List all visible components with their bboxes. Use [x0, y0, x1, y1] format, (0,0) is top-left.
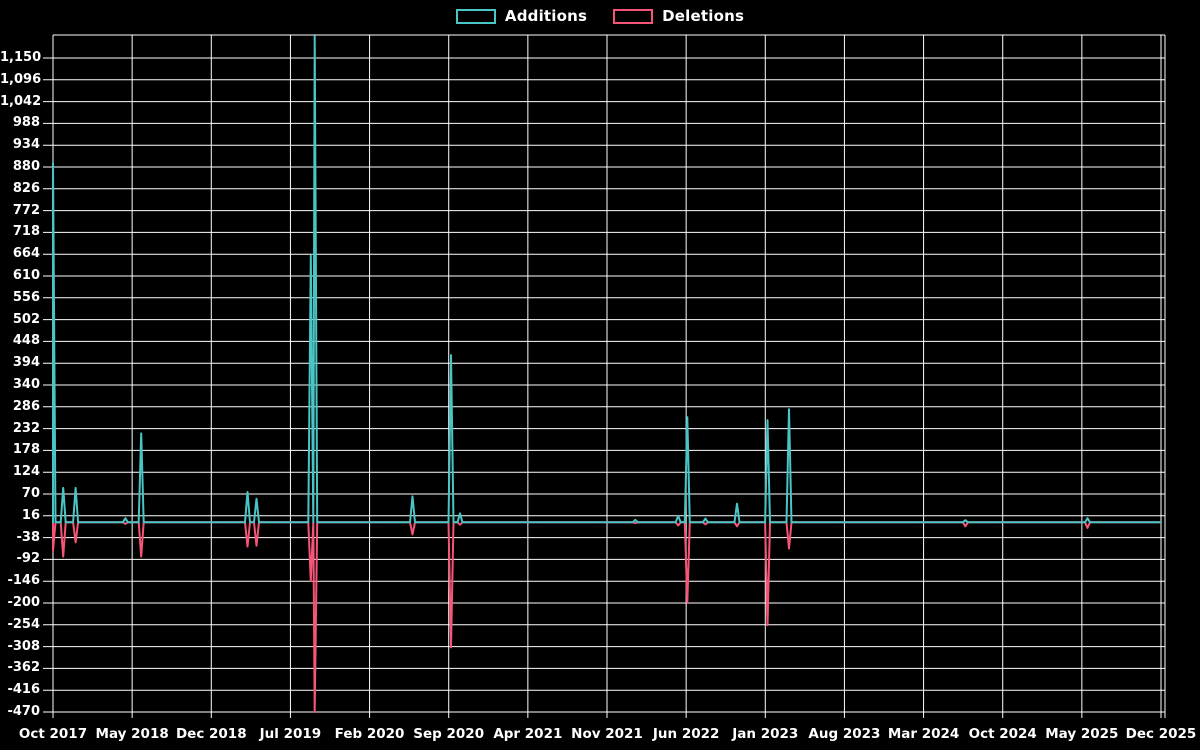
y-tick-label: -200 [7, 595, 40, 610]
y-tick-label: 232 [12, 420, 40, 436]
legend-label-deletions: Deletions [662, 7, 745, 25]
x-tick-label: Aug 2023 [808, 726, 881, 742]
chart-legend: Additions Deletions [0, 7, 1200, 25]
y-tick-label: 1,042 [0, 93, 42, 109]
y-tick-label: 124 [12, 464, 40, 480]
y-tick-label: 178 [12, 442, 40, 458]
y-tick-label: -92 [16, 551, 41, 567]
y-tick-label: 718 [12, 224, 40, 240]
grid-lines [43, 34, 1166, 718]
y-tick-label: 610 [12, 268, 40, 283]
y-tick-label: -470 [7, 704, 40, 719]
y-tick-label: 988 [12, 115, 40, 131]
x-tick-label: Mar 2024 [887, 726, 960, 742]
x-tick-label: Dec 2018 [175, 726, 247, 742]
x-tick-label: Jul 2019 [259, 726, 322, 742]
y-tick-label: 826 [12, 180, 40, 196]
x-tick-label: Oct 2024 [968, 726, 1037, 742]
deletions-swatch-icon [613, 8, 654, 24]
y-tick-label: 880 [12, 159, 40, 174]
y-tick-label: 556 [12, 289, 40, 305]
x-tick-label: Apr 2021 [493, 726, 563, 742]
x-tick-label: Feb 2020 [334, 726, 405, 742]
y-tick-label: 70 [21, 486, 40, 501]
additions-swatch-icon [455, 8, 496, 24]
y-tick-label: -362 [7, 660, 40, 676]
x-tick-label: Jan 2023 [732, 726, 799, 742]
y-tick-label: 1,096 [0, 71, 42, 87]
y-tick-label: 394 [12, 355, 40, 371]
y-tick-label: 1,150 [0, 50, 42, 65]
x-tick-label: May 2025 [1045, 726, 1119, 742]
legend-item-additions[interactable]: Additions [455, 7, 588, 25]
y-tick-label: -308 [7, 638, 40, 654]
y-tick-label: -146 [7, 573, 40, 589]
y-tick-label: 340 [12, 377, 40, 392]
y-tick-label: 934 [12, 137, 40, 153]
x-tick-label: Oct 2017 [18, 726, 88, 742]
x-tick-label: May 2018 [95, 726, 169, 742]
legend-label-additions: Additions [504, 7, 588, 25]
x-tick-label: Jun 2022 [652, 726, 720, 742]
legend-item-deletions[interactable]: Deletions [613, 7, 744, 25]
y-tick-label: 286 [12, 398, 40, 414]
x-tick-label: Sep 2020 [413, 726, 485, 742]
data-series [52, 35, 1162, 713]
additions-line [52, 35, 1162, 524]
y-tick-label: -38 [16, 529, 41, 545]
y-tick-label: 664 [12, 246, 40, 262]
y-tick-label: 16 [21, 507, 40, 523]
x-tick-label: Dec 2025 [1125, 726, 1197, 742]
y-tick-label: -254 [7, 616, 40, 632]
y-tick-label: 448 [12, 333, 40, 349]
y-tick-label: -416 [7, 682, 40, 698]
y-tick-label: 502 [12, 311, 40, 327]
y-tick-label: 772 [12, 202, 40, 218]
x-tick-label: Nov 2021 [571, 726, 643, 742]
